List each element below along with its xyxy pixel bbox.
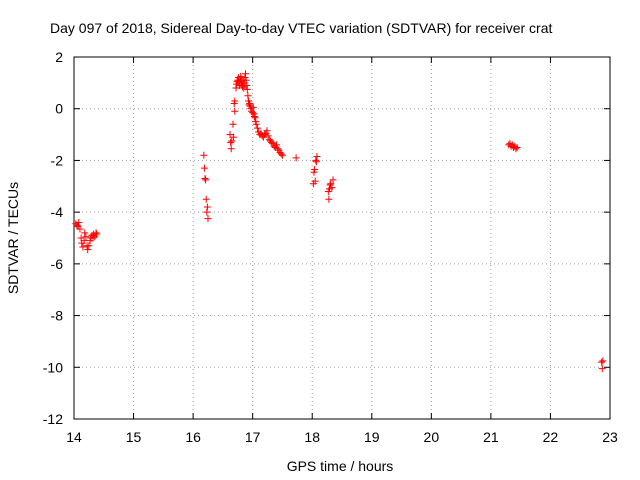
data-point — [311, 177, 319, 185]
data-point — [243, 85, 251, 93]
x-tick-label: 18 — [304, 429, 320, 445]
data-point — [264, 132, 272, 140]
data-point — [292, 154, 300, 162]
data-point — [242, 70, 250, 78]
x-tick-label: 22 — [543, 429, 559, 445]
data-point — [263, 127, 271, 135]
data-point — [250, 112, 258, 120]
data-point — [245, 101, 253, 109]
chart-title: Day 097 of 2018, Sidereal Day-to-day VTE… — [50, 20, 552, 36]
data-point — [272, 141, 280, 149]
y-tick-label: -2 — [51, 152, 64, 168]
data-point — [228, 137, 236, 145]
data-point — [312, 158, 320, 166]
data-point — [253, 124, 261, 132]
data-point — [203, 208, 211, 216]
data-point — [84, 246, 92, 254]
data-point — [75, 218, 83, 226]
data-point — [80, 237, 88, 245]
plot-frame — [73, 56, 611, 420]
x-tick-label: 19 — [364, 429, 380, 445]
data-points — [72, 70, 607, 373]
data-point — [89, 234, 97, 242]
x-axis-label: GPS time / hours — [287, 458, 394, 474]
y-tick-label: -8 — [51, 308, 64, 324]
y-tick-labels: 2 0 -2 -4 -6 -8 -10 -12 — [43, 49, 63, 427]
y-tick-label: -10 — [43, 359, 63, 375]
data-point — [230, 133, 238, 141]
data-point — [82, 233, 90, 241]
data-point — [599, 357, 607, 365]
x-tick-label: 23 — [602, 429, 618, 445]
x-tick-label: 16 — [185, 429, 201, 445]
data-point — [268, 138, 276, 146]
data-point — [242, 76, 250, 84]
data-point — [244, 92, 252, 100]
y-tick-label: 0 — [55, 101, 63, 117]
data-point — [201, 175, 209, 183]
data-point — [277, 150, 285, 158]
data-point — [227, 145, 235, 153]
gridlines — [74, 57, 610, 419]
data-point — [327, 180, 335, 188]
y-tick-label: 2 — [55, 49, 63, 65]
data-point — [85, 242, 93, 250]
data-point — [237, 72, 245, 80]
data-point — [598, 358, 606, 366]
data-point — [232, 84, 240, 92]
data-point — [204, 215, 212, 223]
data-point — [249, 103, 257, 111]
y-axis-label: SDTVAR / TECUs — [5, 182, 21, 294]
data-point — [93, 230, 101, 238]
data-point — [203, 203, 211, 211]
data-point — [512, 145, 520, 153]
data-point — [200, 151, 208, 159]
y-tick-label: -6 — [51, 256, 64, 272]
x-tick-label: 14 — [66, 429, 82, 445]
data-point — [202, 176, 210, 184]
data-point — [312, 156, 320, 164]
data-point — [200, 164, 208, 172]
data-point — [231, 107, 239, 115]
x-tick-label: 15 — [126, 429, 142, 445]
data-point — [92, 229, 100, 237]
data-point — [79, 243, 87, 251]
data-point — [239, 83, 247, 91]
data-point — [325, 195, 333, 203]
x-tick-label: 21 — [483, 429, 499, 445]
data-point — [202, 195, 210, 203]
data-point — [231, 97, 239, 105]
x-tick-label: 17 — [245, 429, 261, 445]
data-point — [598, 365, 606, 373]
data-point — [328, 184, 336, 192]
data-point — [278, 151, 286, 159]
data-point — [261, 131, 269, 139]
data-point — [513, 144, 521, 151]
data-point — [329, 176, 337, 184]
x-tick-label: 20 — [424, 429, 440, 445]
data-point — [226, 131, 234, 139]
data-point — [243, 81, 251, 89]
data-point — [251, 114, 259, 122]
data-point — [76, 225, 84, 233]
data-point — [249, 109, 257, 117]
axis-ticks — [73, 56, 611, 420]
data-point — [311, 165, 319, 173]
data-point — [313, 153, 321, 161]
y-tick-label: -12 — [43, 411, 63, 427]
data-point — [252, 120, 260, 128]
data-point — [81, 229, 89, 237]
x-tick-labels: 14 15 16 17 18 19 20 21 22 23 — [66, 429, 618, 445]
data-point — [274, 145, 282, 153]
y-tick-label: -4 — [51, 204, 64, 220]
data-point — [229, 120, 237, 128]
data-point — [227, 138, 235, 146]
